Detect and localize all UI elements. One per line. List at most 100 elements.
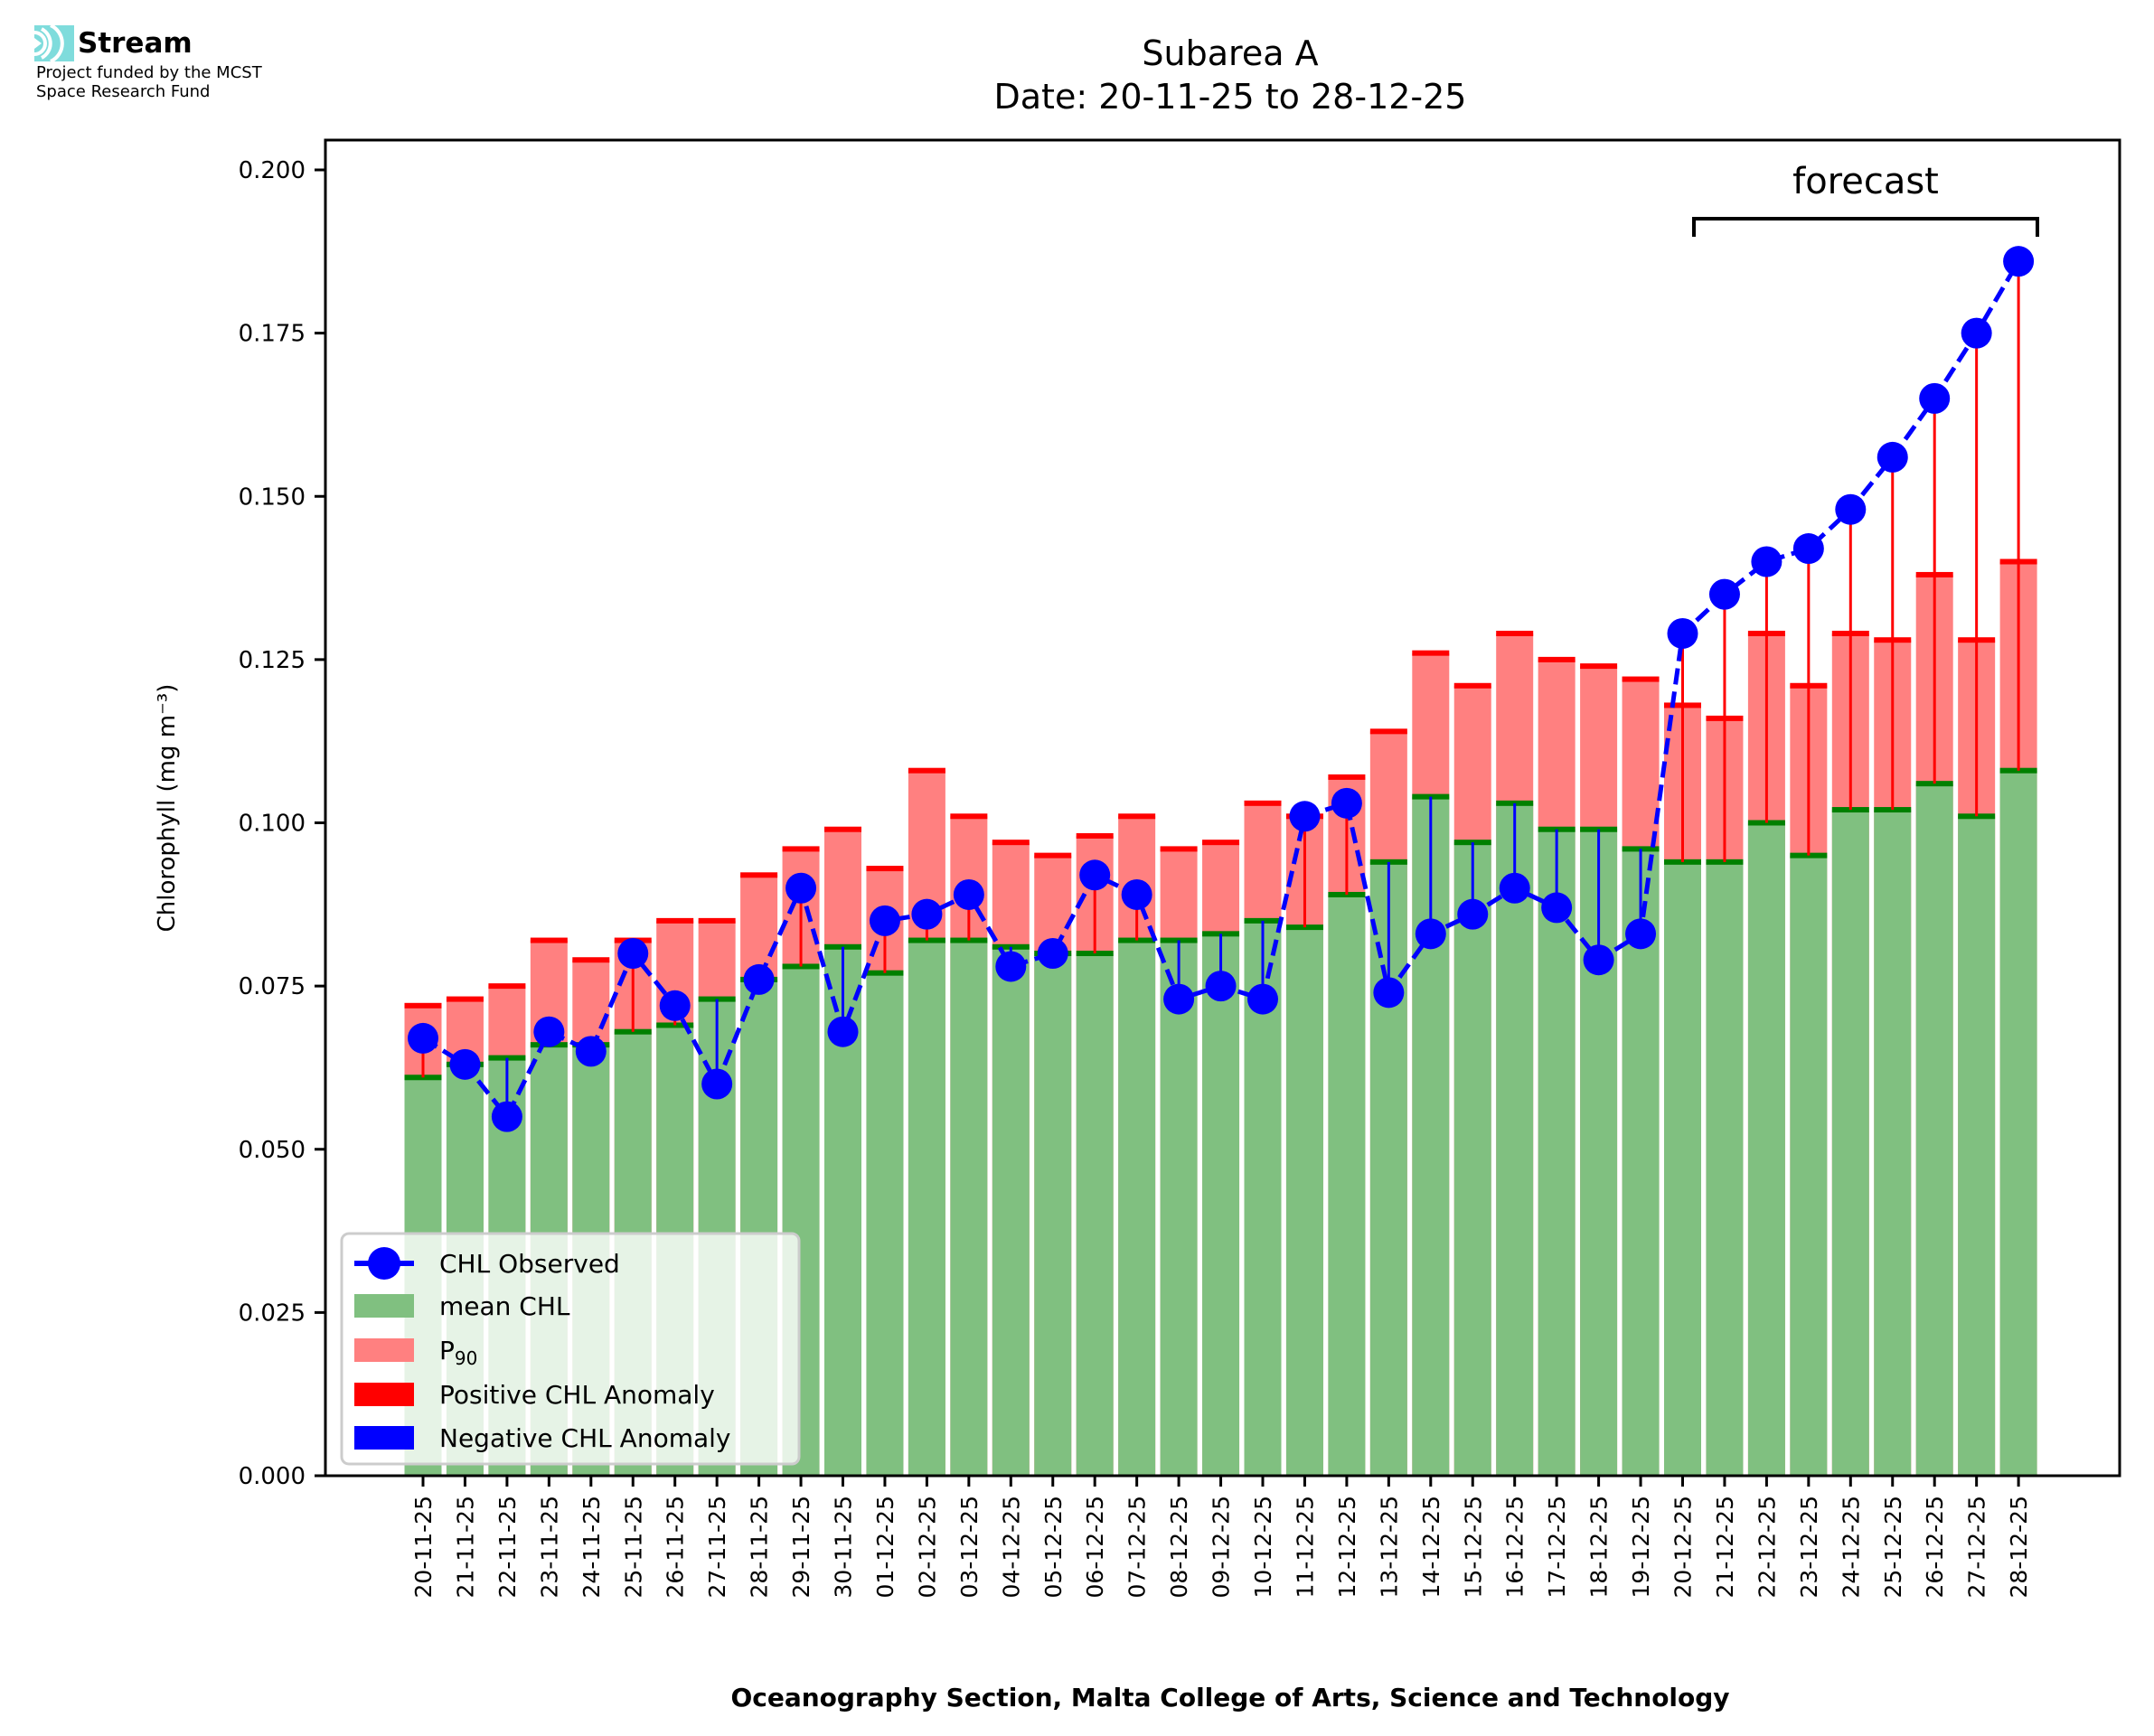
x-tick-label: 12-12-25: [1334, 1496, 1360, 1598]
mean-bar: [1328, 894, 1366, 1476]
x-tick-label: 04-12-25: [998, 1496, 1024, 1598]
p90-cap: [950, 813, 988, 820]
observed-point: [1751, 546, 1782, 577]
x-tick-label: 14-12-25: [1418, 1496, 1444, 1598]
x-tick-label: 23-12-25: [1796, 1496, 1822, 1598]
observed-point: [408, 1022, 438, 1054]
mean-bar: [950, 940, 988, 1476]
x-tick-label: 25-11-25: [620, 1496, 646, 1598]
observed-point: [701, 1068, 733, 1100]
legend-swatch-p90: [354, 1338, 414, 1362]
mean-bar: [1160, 940, 1198, 1476]
mean-bar: [1538, 829, 1576, 1476]
observed-point: [2003, 246, 2035, 277]
x-tick-label: 27-11-25: [704, 1496, 730, 1598]
legend-swatch-positive: [354, 1383, 414, 1406]
legend-item-mean: mean CHL: [354, 1291, 570, 1321]
x-axis: 20-11-25 21-11-25 22-11-25 23-11-25 24-11-25…: [410, 1476, 2032, 1598]
p90-cap: [656, 917, 694, 924]
mean-bar: [1831, 810, 1869, 1476]
p90-cap: [824, 826, 861, 832]
observed-point: [659, 990, 691, 1021]
p90-cap: [1328, 774, 1366, 780]
x-tick-label: 05-12-25: [1040, 1496, 1067, 1598]
mean-bar: [1790, 855, 1828, 1476]
legend-label-negative: Negative CHL Anomaly: [439, 1423, 730, 1453]
anomaly-layer: [421, 261, 2020, 1117]
mean-bar: [1285, 927, 1323, 1476]
observed-point: [491, 1101, 522, 1132]
y-tick-label: 0.025: [239, 1300, 306, 1327]
logo-name: Stream: [78, 27, 193, 60]
observed-point: [743, 963, 775, 995]
observed-point: [785, 872, 817, 904]
x-tick-label: 01-12-25: [872, 1496, 898, 1598]
observed-point: [827, 1016, 859, 1047]
observed-point: [1163, 983, 1195, 1015]
observed-point: [1499, 872, 1530, 904]
observed-point: [1667, 617, 1698, 649]
observed-point: [1289, 801, 1321, 832]
p90-cap: [740, 872, 778, 878]
observed-point: [617, 938, 649, 969]
observed-point: [1037, 938, 1068, 969]
p90-cap: [1538, 656, 1576, 662]
x-tick-label: 26-12-25: [1922, 1496, 1948, 1598]
chart-subtitle: Date: 20-11-25 to 28-12-25: [994, 77, 1467, 117]
p90-cap: [572, 957, 610, 963]
observed-point: [533, 1016, 565, 1047]
x-tick-label: 09-12-25: [1209, 1496, 1235, 1598]
x-tick-label: 20-11-25: [410, 1496, 437, 1598]
observed-point: [575, 1036, 607, 1067]
legend-label-observed: CHL Observed: [439, 1249, 620, 1279]
x-tick-label: 03-12-25: [956, 1496, 983, 1598]
observed-point: [1247, 983, 1278, 1015]
x-tick-label: 11-12-25: [1292, 1496, 1318, 1598]
logo-line1: Project funded by the MCST: [36, 63, 262, 82]
x-tick-label: 15-12-25: [1460, 1496, 1486, 1598]
legend-marker-observed: [368, 1247, 400, 1280]
x-tick-label: 22-11-25: [494, 1496, 521, 1598]
p90-cap: [1118, 813, 1156, 820]
p90-cap: [488, 983, 526, 990]
p90-cap: [1369, 728, 1407, 735]
observed-point: [1961, 317, 1992, 349]
logo: Stream Project funded by the MCST Space …: [34, 23, 262, 101]
x-tick-label: 08-12-25: [1166, 1496, 1192, 1598]
legend-swatch-mean: [354, 1294, 414, 1318]
p90-cap: [1202, 840, 1240, 846]
x-axis-label: Oceanography Section, Malta College of A…: [730, 1683, 1729, 1713]
p90-cap: [446, 996, 484, 1002]
observed-point: [1792, 533, 1824, 565]
p90-cap: [1580, 663, 1618, 670]
observed-point: [953, 878, 984, 910]
x-tick-label: 19-12-25: [1628, 1496, 1654, 1598]
p90-cap: [404, 1002, 442, 1009]
p90-cap: [866, 866, 904, 872]
p90-cap: [1496, 630, 1534, 636]
observed-point: [995, 951, 1027, 982]
observed-point: [1205, 971, 1237, 1002]
y-tick-label: 0.000: [239, 1463, 306, 1490]
x-tick-label: 02-12-25: [914, 1496, 940, 1598]
forecast-label: forecast: [1792, 161, 1939, 202]
x-tick-label: 27-12-25: [1964, 1496, 1990, 1598]
y-tick-label: 0.175: [239, 321, 306, 348]
p90-cap: [1412, 650, 1450, 656]
y-tick-label: 0.050: [239, 1137, 306, 1164]
x-tick-label: 25-12-25: [1880, 1496, 1906, 1598]
x-tick-label: 22-12-25: [1754, 1496, 1780, 1598]
mean-bar: [1958, 816, 1996, 1476]
mean-bar: [1034, 953, 1072, 1476]
mean-bar: [1874, 810, 1912, 1476]
mean-bar: [1706, 861, 1744, 1476]
observed-point: [1877, 441, 1908, 473]
legend-box: [340, 1232, 801, 1466]
logo-line2: Space Research Fund: [36, 82, 211, 101]
p90-cap: [1453, 682, 1491, 689]
x-tick-label: 30-11-25: [831, 1496, 857, 1598]
x-tick-label: 28-12-25: [2006, 1496, 2032, 1598]
y-axis: 0.000 0.025 0.050 0.075 0.100 0.125 0.150 0.175…: [239, 157, 325, 1490]
y-tick-label: 0.100: [239, 811, 306, 838]
